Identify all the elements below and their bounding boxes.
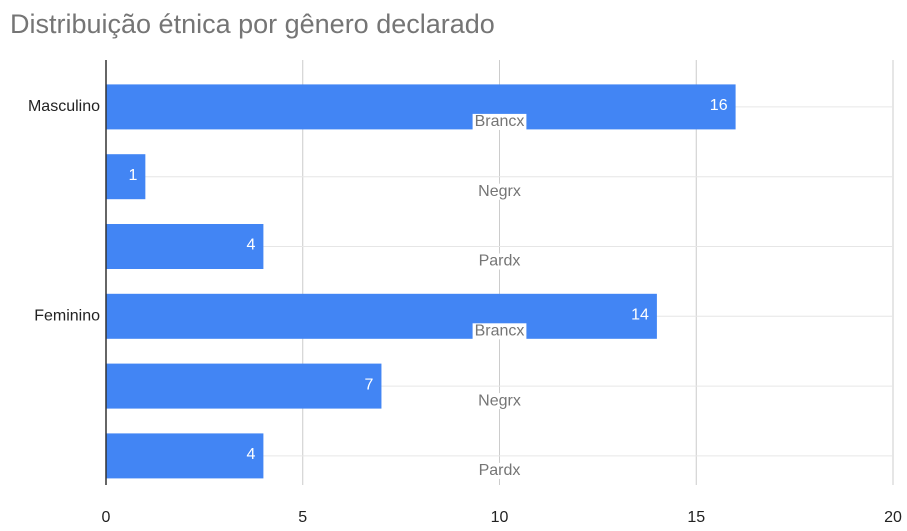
x-tick-label: 20 (884, 509, 902, 526)
value-label: 7 (365, 376, 374, 393)
chart-title: Distribuição étnica por gênero declarado (10, 9, 495, 39)
value-label: 4 (246, 237, 255, 254)
bar-label-bg (472, 323, 527, 340)
value-label: 14 (631, 307, 649, 324)
bar-label: Pardx (479, 253, 521, 270)
x-tick-label: 15 (687, 509, 705, 526)
bar-label: Brancx (475, 323, 525, 340)
bar (106, 293, 657, 339)
bar-label-bg (476, 253, 523, 270)
bar-label: Brancx (475, 113, 525, 130)
y-tick-label: Masculino (28, 98, 100, 115)
value-label: 1 (128, 167, 137, 184)
bar-label-bg (476, 183, 523, 200)
bar-label: Pardx (479, 462, 521, 479)
x-tick-label: 10 (491, 509, 509, 526)
bar-label-bg (472, 113, 527, 130)
x-tick-label: 0 (102, 509, 111, 526)
bar-label: Negrx (478, 392, 521, 409)
bar (106, 433, 264, 479)
bar-label: Negrx (478, 183, 521, 200)
value-label: 4 (246, 446, 255, 463)
bar (106, 84, 736, 130)
bar (106, 363, 382, 409)
value-label: 16 (710, 97, 728, 114)
bar (106, 154, 146, 200)
y-tick-label: Feminino (34, 308, 100, 325)
bar-label-bg (476, 462, 523, 479)
bar (106, 224, 264, 269)
x-tick-label: 5 (298, 509, 307, 526)
bar-label-bg (476, 393, 523, 410)
